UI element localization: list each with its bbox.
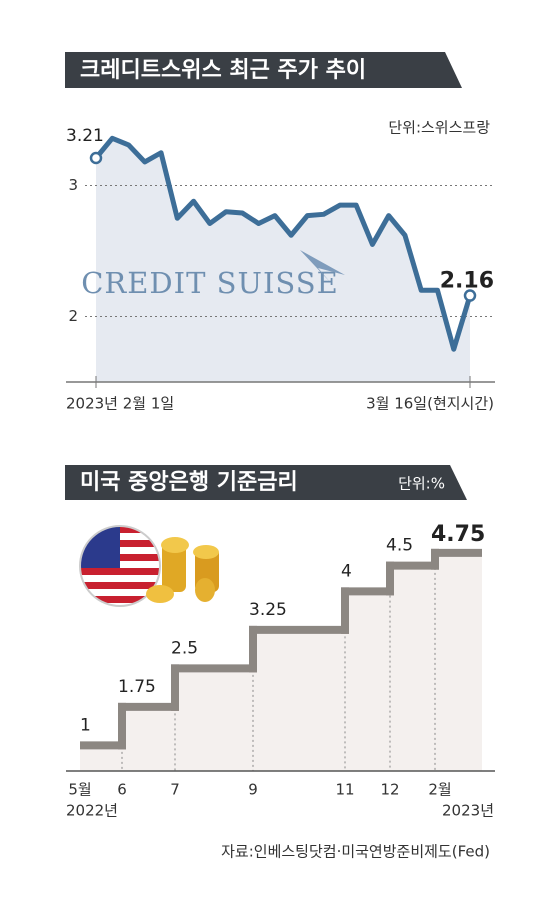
end-point [89,151,103,165]
area [96,138,470,382]
unit-label: 단위:% [398,475,445,493]
chart-title: 미국 중앙은행 기준금리 [80,470,298,495]
year-label: 2022년 [66,802,118,820]
end-point [463,289,477,302]
source: 자료:인베스팅닷컴·미국연방준비제도(Fed) [221,843,490,861]
y-tick-label: 2 [68,307,78,325]
logo-sail [300,250,345,282]
value-label: 3.25 [249,600,287,620]
x-tick-label: 9 [248,781,258,799]
x-tick-label: 6 [117,781,127,799]
x-tick-label: 5월 [68,781,91,799]
y-tick-label: 3 [68,176,78,194]
x-label: 3월 16일(현지시간) [366,395,494,413]
x-tick-label: 7 [170,781,180,799]
year-label: 2023년 [442,802,494,820]
watermark: CREDIT SUISSE [81,266,339,300]
title-bar [65,465,467,500]
value-label: 4.5 [386,536,413,556]
value-label: 1.75 [118,677,156,697]
price-line [94,135,473,352]
value-label: 4.75 [431,522,485,547]
value-label: 4 [341,561,352,581]
x-label: 2023년 2월 1일 [66,395,174,413]
value-label: 3.21 [66,126,104,146]
value-label: 2.5 [171,638,198,658]
chart-title: 크레디트스위스 최근 주가 추이 [80,58,366,83]
value-label: 2.16 [440,269,494,294]
area [80,552,482,771]
unit-label: 단위:스위스프랑 [388,119,490,137]
x-tick-label: 11 [335,781,354,799]
x-tick-label: 12 [380,781,399,799]
value-label: 1 [80,715,91,735]
flag-coins-icon [79,525,219,607]
x-tick-label: 2월 [428,781,451,799]
title-bar [65,52,462,88]
